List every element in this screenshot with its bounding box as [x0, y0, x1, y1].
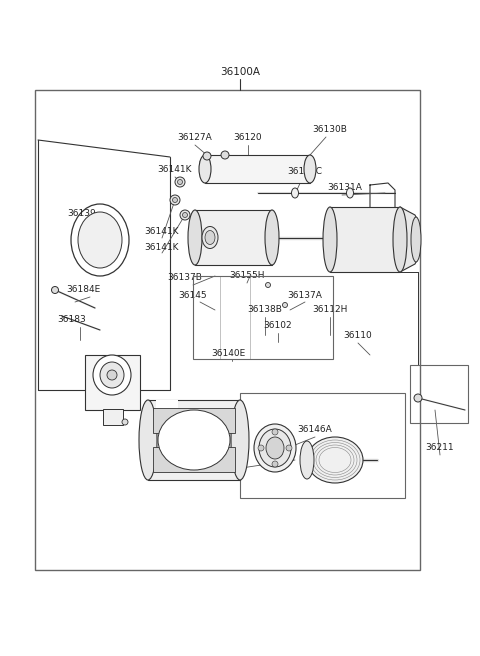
Text: 36170: 36170: [96, 373, 124, 382]
Ellipse shape: [100, 362, 124, 388]
Ellipse shape: [393, 207, 407, 272]
Text: 36140E: 36140E: [211, 350, 245, 358]
Ellipse shape: [231, 400, 249, 480]
Ellipse shape: [205, 230, 215, 245]
Ellipse shape: [188, 210, 202, 265]
Ellipse shape: [254, 424, 296, 472]
Ellipse shape: [175, 177, 185, 187]
Bar: [193, 276, 333, 359]
Ellipse shape: [272, 461, 278, 467]
Bar: [153, 408, 235, 433]
Text: 36138B: 36138B: [248, 306, 282, 314]
Bar: [195, 210, 272, 265]
Text: 36102: 36102: [264, 321, 292, 331]
Ellipse shape: [178, 180, 182, 184]
Text: 36127A: 36127A: [178, 134, 212, 142]
Ellipse shape: [71, 204, 129, 276]
Ellipse shape: [259, 429, 291, 467]
Ellipse shape: [414, 394, 422, 402]
Ellipse shape: [323, 207, 337, 272]
Text: 36120: 36120: [234, 134, 262, 142]
Ellipse shape: [78, 212, 122, 268]
Ellipse shape: [266, 437, 284, 459]
Ellipse shape: [202, 226, 218, 249]
Text: 36141K: 36141K: [145, 228, 179, 237]
Bar: [410, 365, 468, 423]
Ellipse shape: [291, 188, 299, 198]
Text: 36141K: 36141K: [158, 165, 192, 174]
Ellipse shape: [411, 217, 421, 262]
Bar: [156, 400, 178, 420]
Text: 36141K: 36141K: [145, 243, 179, 251]
Ellipse shape: [300, 441, 314, 479]
Ellipse shape: [199, 155, 211, 183]
Ellipse shape: [307, 437, 363, 483]
Ellipse shape: [182, 213, 188, 218]
Bar: [330, 207, 400, 272]
Text: 36130B: 36130B: [312, 125, 348, 134]
Bar: [35, 90, 420, 570]
Text: 36135C: 36135C: [288, 167, 323, 176]
Ellipse shape: [170, 195, 180, 205]
Bar: [205, 155, 310, 183]
Bar: [153, 447, 235, 472]
Ellipse shape: [347, 188, 353, 198]
Ellipse shape: [139, 400, 157, 480]
Ellipse shape: [258, 445, 264, 451]
Text: 36137A: 36137A: [288, 291, 323, 300]
Ellipse shape: [158, 410, 230, 470]
Bar: [85, 355, 140, 410]
Text: 36211: 36211: [426, 443, 454, 453]
Ellipse shape: [180, 210, 190, 220]
Text: 36100A: 36100A: [220, 67, 260, 77]
Ellipse shape: [203, 152, 211, 160]
Ellipse shape: [122, 419, 128, 425]
Ellipse shape: [272, 429, 278, 435]
Text: 36139: 36139: [68, 209, 96, 218]
Text: 36184E: 36184E: [66, 285, 100, 295]
Bar: [148, 400, 240, 480]
Text: 36155H: 36155H: [229, 272, 265, 281]
Text: 36112H: 36112H: [312, 306, 348, 314]
Ellipse shape: [286, 445, 292, 451]
Text: 36145: 36145: [179, 291, 207, 300]
Text: 36146A: 36146A: [298, 426, 332, 434]
Text: 36170A: 36170A: [201, 459, 235, 468]
Ellipse shape: [172, 197, 178, 203]
Ellipse shape: [107, 370, 117, 380]
Polygon shape: [400, 207, 418, 272]
Text: 36150: 36150: [174, 443, 203, 453]
Ellipse shape: [221, 151, 229, 159]
Bar: [240, 393, 405, 498]
Ellipse shape: [265, 283, 271, 287]
Ellipse shape: [93, 355, 131, 395]
Bar: [103, 409, 123, 425]
Text: 36110: 36110: [344, 331, 372, 340]
Text: 36131A: 36131A: [327, 184, 362, 192]
Ellipse shape: [51, 287, 59, 293]
Ellipse shape: [265, 210, 279, 265]
Text: 36137B: 36137B: [168, 274, 203, 283]
Ellipse shape: [304, 155, 316, 183]
Text: 36183: 36183: [58, 316, 86, 325]
Ellipse shape: [283, 302, 288, 308]
